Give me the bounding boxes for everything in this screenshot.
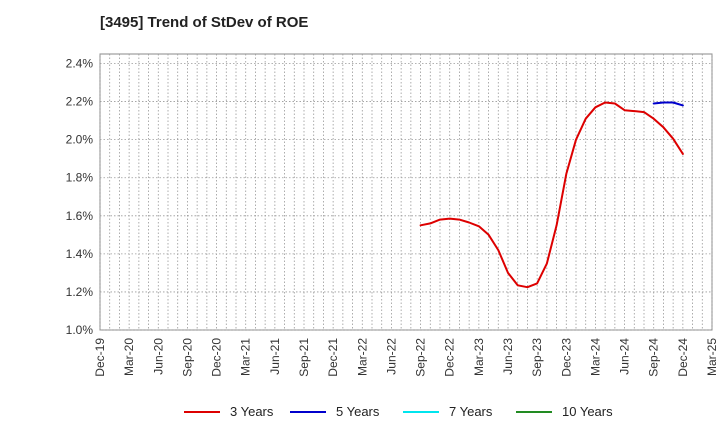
series-lines <box>419 101 684 289</box>
chart-title: [3495] Trend of StDev of ROE <box>100 14 309 31</box>
x-tick-label: Mar-20 <box>122 338 136 376</box>
x-axis: Dec-19 Mar-20 Jun-20 Sep-20 Dec-20 Mar-21 Jun-… <box>93 338 719 377</box>
x-tick-label: Dec-20 <box>210 338 224 377</box>
x-tick-label: Mar-23 <box>472 338 486 376</box>
y-tick-label: 1.6% <box>66 209 94 223</box>
x-tick-label: Jun-24 <box>618 338 632 375</box>
x-tick-label: Sep-23 <box>530 338 544 377</box>
legend-label: 10 Years <box>562 404 613 419</box>
legend-swatch <box>516 410 552 413</box>
x-tick-label: Dec-19 <box>93 338 107 377</box>
legend-swatch <box>184 410 220 413</box>
x-tick-label: Jun-20 <box>151 338 165 375</box>
x-tick-label: Sep-21 <box>297 338 311 377</box>
y-tick-label: 2.2% <box>66 95 94 109</box>
legend-item-3-years: 3 Years <box>184 404 273 419</box>
x-tick-label: Sep-22 <box>414 338 428 377</box>
x-tick-label: Dec-22 <box>443 338 457 377</box>
x-tick-label: Jun-21 <box>268 338 282 375</box>
x-tick-label: Dec-21 <box>326 338 340 377</box>
legend: 3 Years 5 Years 7 Years 10 Years <box>0 404 720 426</box>
plot-area <box>99 53 713 331</box>
x-tick-label: Sep-20 <box>180 338 194 377</box>
y-axis: 1.0% 1.2% 1.4% 1.6% 1.8% 2.0% 2.2% 2.4% <box>66 57 94 337</box>
legend-label: 3 Years <box>230 404 274 419</box>
x-tick-label: Mar-22 <box>355 338 369 376</box>
legend-swatch <box>403 410 439 413</box>
x-tick-label: Dec-23 <box>559 338 573 377</box>
y-tick-label: 1.4% <box>66 247 94 261</box>
x-tick-label: Mar-21 <box>239 338 253 376</box>
x-tick-label: Mar-24 <box>588 338 602 376</box>
y-tick-label: 2.4% <box>66 57 94 71</box>
legend-item-10-years: 10 Years <box>516 404 613 419</box>
series-line-5-years <box>652 101 684 107</box>
legend-item-7-years: 7 Years <box>403 404 492 419</box>
y-tick-label: 1.0% <box>66 323 94 337</box>
legend-item-5-years: 5 Years <box>290 404 379 419</box>
x-tick-label: Sep-24 <box>647 338 661 377</box>
y-tick-label: 1.2% <box>66 285 94 299</box>
legend-label: 7 Years <box>449 404 493 419</box>
x-tick-label: Jun-22 <box>384 338 398 375</box>
legend-swatch <box>290 410 326 413</box>
x-tick-label: Jun-23 <box>501 338 515 375</box>
x-tick-label: Mar-25 <box>705 338 719 376</box>
x-tick-label: Dec-24 <box>676 338 690 377</box>
y-tick-label: 1.8% <box>66 171 94 185</box>
y-tick-label: 2.0% <box>66 133 94 147</box>
series-line-3-years <box>419 101 684 289</box>
grid-lines <box>99 54 713 331</box>
legend-label: 5 Years <box>336 404 380 419</box>
